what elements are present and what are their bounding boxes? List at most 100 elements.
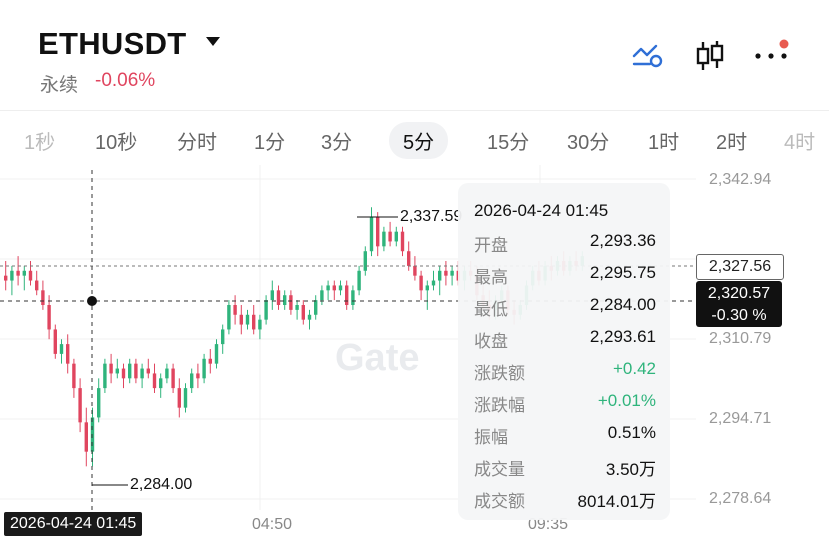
tab-interval-2h[interactable]: 2时 (716, 132, 748, 154)
candle[interactable] (134, 358, 138, 384)
candle[interactable] (214, 339, 219, 369)
candle[interactable] (320, 285, 324, 305)
tab-interval-4h[interactable]: 4时 (784, 132, 816, 154)
candle[interactable] (121, 363, 126, 389)
candle[interactable] (413, 256, 417, 281)
candle[interactable] (4, 261, 8, 291)
tab-interval-1m[interactable]: 1分 (254, 132, 286, 154)
candle[interactable] (97, 378, 101, 423)
caret-down-icon[interactable] (206, 37, 220, 46)
candle[interactable] (202, 353, 206, 384)
candle-body (121, 368, 126, 379)
candle[interactable] (270, 280, 274, 310)
candle[interactable] (295, 300, 299, 320)
candle[interactable] (314, 295, 318, 320)
candle[interactable] (35, 270, 39, 296)
candle[interactable] (183, 383, 188, 413)
candle[interactable] (369, 207, 374, 257)
pair-title[interactable]: ETHUSDT (38, 26, 187, 61)
low-price-annotation: 2,284.00 (130, 476, 193, 493)
candle[interactable] (146, 358, 150, 379)
candle[interactable] (128, 358, 132, 384)
candle[interactable] (276, 285, 281, 310)
candle[interactable] (301, 300, 305, 325)
candle[interactable] (190, 368, 194, 393)
candle[interactable] (78, 378, 82, 433)
candle[interactable] (115, 358, 119, 379)
candle[interactable] (22, 265, 26, 291)
candle[interactable] (233, 295, 237, 325)
candle[interactable] (363, 246, 367, 276)
candle-body (419, 275, 423, 291)
tab-interval-1h[interactable]: 1时 (648, 132, 680, 154)
candle-body (109, 363, 113, 374)
tab-interval-3m[interactable]: 3分 (321, 132, 353, 154)
candle[interactable] (351, 285, 355, 310)
candle[interactable] (431, 270, 436, 291)
candle[interactable] (357, 265, 361, 296)
candle[interactable] (326, 280, 330, 301)
candle[interactable] (140, 363, 144, 389)
candle[interactable] (338, 280, 343, 296)
tab-interval-1s[interactable]: 1秒 (24, 132, 56, 154)
tab-interval-10s[interactable]: 10秒 (95, 132, 138, 154)
candle[interactable] (177, 378, 181, 418)
candle-body (425, 285, 429, 291)
candle[interactable] (41, 280, 45, 310)
candle[interactable] (53, 324, 57, 359)
tab-interval-5m[interactable]: 5分 (389, 122, 449, 159)
crosshair-dot (87, 296, 97, 306)
candle[interactable] (264, 295, 268, 325)
candle[interactable] (28, 261, 33, 286)
candle-body (338, 285, 343, 291)
candle[interactable] (103, 358, 107, 393)
candle[interactable] (72, 358, 76, 398)
tab-interval-15m[interactable]: 15分 (487, 132, 530, 154)
candle[interactable] (376, 212, 380, 257)
candle[interactable] (221, 324, 225, 354)
tab-interval-timeshare[interactable]: 分时 (177, 132, 217, 154)
candle[interactable] (444, 261, 448, 286)
tooltip-label: 收盘 (474, 332, 508, 351)
candlestick-icon[interactable] (694, 40, 726, 77)
candle[interactable] (59, 339, 64, 364)
candle[interactable] (332, 280, 336, 301)
candle[interactable] (196, 363, 200, 389)
candle[interactable] (47, 295, 51, 340)
indicator-icon[interactable] (632, 40, 664, 75)
candle[interactable] (425, 280, 429, 310)
candle[interactable] (66, 334, 70, 374)
candle[interactable] (258, 314, 262, 340)
candle[interactable] (283, 290, 287, 310)
candle[interactable] (10, 265, 14, 296)
candle[interactable] (171, 363, 175, 393)
candle[interactable] (152, 363, 157, 393)
candle[interactable] (245, 309, 250, 330)
candle[interactable] (289, 290, 293, 315)
candle-body (47, 305, 51, 330)
candle[interactable] (159, 373, 163, 398)
candle-body (264, 300, 268, 320)
tooltip-value: 2,293.36 (589, 231, 656, 250)
candle[interactable] (345, 280, 349, 310)
candle[interactable] (109, 353, 113, 384)
candle[interactable] (438, 265, 442, 296)
candle[interactable] (227, 300, 231, 335)
candle[interactable] (84, 407, 88, 467)
tab-interval-30m[interactable]: 30分 (567, 132, 610, 154)
candle[interactable] (450, 265, 454, 286)
candle[interactable] (419, 270, 423, 301)
candle[interactable] (388, 221, 392, 247)
candle[interactable] (400, 226, 405, 257)
candle[interactable] (307, 309, 312, 330)
candle[interactable] (252, 305, 256, 335)
candle-body (202, 358, 206, 379)
candle[interactable] (16, 256, 20, 286)
candle[interactable] (165, 363, 169, 384)
more-icon[interactable] (754, 36, 796, 71)
candle[interactable] (394, 226, 398, 247)
candle-body (134, 363, 138, 379)
candle[interactable] (382, 226, 386, 252)
candle[interactable] (239, 305, 243, 335)
candle[interactable] (208, 349, 212, 374)
